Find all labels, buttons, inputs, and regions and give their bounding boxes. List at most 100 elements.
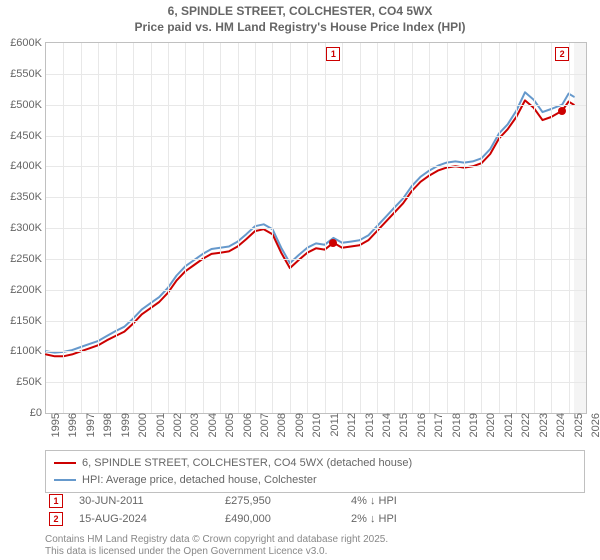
y-axis-label: £50K — [16, 376, 46, 388]
y-axis-label: £100K — [10, 345, 46, 357]
y-axis-label: £400K — [10, 160, 46, 172]
sale-delta: 4% ↓ HPI — [351, 495, 397, 507]
x-axis-label: 2021 — [499, 413, 515, 437]
gridline-v — [412, 43, 413, 413]
x-axis-label: 2009 — [290, 413, 306, 437]
gridline-h — [46, 351, 586, 352]
gridline-v — [203, 43, 204, 413]
sale-marker-dot — [558, 107, 566, 115]
chart-container: { "title": { "line1": "6, SPINDLE STREET… — [0, 0, 600, 560]
legend: 6, SPINDLE STREET, COLCHESTER, CO4 5WX (… — [45, 450, 585, 493]
sale-date: 30-JUN-2011 — [79, 495, 209, 507]
legend-label: 6, SPINDLE STREET, COLCHESTER, CO4 5WX (… — [82, 455, 412, 472]
x-axis-label: 2017 — [429, 413, 445, 437]
gridline-v — [220, 43, 221, 413]
x-axis-label: 2007 — [255, 413, 271, 437]
gridline-v — [133, 43, 134, 413]
x-axis-label: 1998 — [98, 413, 114, 437]
y-axis-label: £500K — [10, 99, 46, 111]
gridline-v — [551, 43, 552, 413]
gridline-h — [46, 197, 586, 198]
x-axis-label: 2006 — [238, 413, 254, 437]
y-axis-label: £600K — [10, 37, 46, 49]
chart-title: 6, SPINDLE STREET, COLCHESTER, CO4 5WX P… — [0, 0, 600, 35]
sale-price: £490,000 — [225, 513, 335, 525]
y-axis-label: £200K — [10, 284, 46, 296]
x-axis-label: 2016 — [412, 413, 428, 437]
legend-swatch — [54, 462, 76, 464]
gridline-h — [46, 382, 586, 383]
x-axis-label: 2019 — [464, 413, 480, 437]
gridline-v — [447, 43, 448, 413]
gridline-v — [394, 43, 395, 413]
sale-delta: 2% ↓ HPI — [351, 513, 397, 525]
sale-marker-label: 1 — [326, 47, 340, 61]
gridline-v — [464, 43, 465, 413]
x-axis-label: 2023 — [534, 413, 550, 437]
sale-number-box: 1 — [49, 494, 63, 508]
sale-marker-label: 2 — [555, 47, 569, 61]
gridline-v — [151, 43, 152, 413]
sale-marker-dot — [329, 239, 337, 247]
gridline-v — [377, 43, 378, 413]
legend-row: 6, SPINDLE STREET, COLCHESTER, CO4 5WX (… — [54, 455, 576, 472]
sale-row: 215-AUG-2024£490,0002% ↓ HPI — [45, 510, 585, 528]
x-axis-label: 1999 — [116, 413, 132, 437]
x-axis-label: 2012 — [342, 413, 358, 437]
x-axis-label: 2013 — [360, 413, 376, 437]
sale-events: 130-JUN-2011£275,9504% ↓ HPI215-AUG-2024… — [45, 492, 585, 528]
x-axis-label: 2002 — [168, 413, 184, 437]
x-axis-label: 1997 — [81, 413, 97, 437]
gridline-h — [46, 74, 586, 75]
gridline-v — [534, 43, 535, 413]
x-axis-label: 2026 — [586, 413, 600, 437]
x-axis-label: 2005 — [220, 413, 236, 437]
gridline-v — [307, 43, 308, 413]
gridline-h — [46, 259, 586, 260]
gridline-v — [81, 43, 82, 413]
sale-price: £275,950 — [225, 495, 335, 507]
x-axis-label: 2003 — [185, 413, 201, 437]
title-address: 6, SPINDLE STREET, COLCHESTER, CO4 5WX — [0, 4, 600, 20]
x-axis-label: 2015 — [394, 413, 410, 437]
y-axis-label: £250K — [10, 253, 46, 265]
x-axis-label: 2020 — [481, 413, 497, 437]
gridline-h — [46, 136, 586, 137]
x-axis-label: 2018 — [447, 413, 463, 437]
gridline-v — [325, 43, 326, 413]
gridline-v — [63, 43, 64, 413]
gridline-v — [481, 43, 482, 413]
sale-row: 1 30-JUN-2011 £275,950 4% ↓ HPI — [45, 492, 585, 510]
x-axis-label: 2001 — [151, 413, 167, 437]
gridline-h — [46, 166, 586, 167]
y-axis-label: £350K — [10, 191, 46, 203]
plot-area: £0£50K£100K£150K£200K£250K£300K£350K£400… — [45, 42, 587, 414]
sale-date: 15-AUG-2024 — [79, 513, 209, 525]
y-axis-label: £450K — [10, 130, 46, 142]
x-axis-label: 2022 — [516, 413, 532, 437]
x-axis-label: 1996 — [63, 413, 79, 437]
gridline-v — [290, 43, 291, 413]
series-hpi — [46, 92, 574, 352]
gridline-h — [46, 228, 586, 229]
y-axis-label: £150K — [10, 315, 46, 327]
gridline-v — [516, 43, 517, 413]
gridline-v — [116, 43, 117, 413]
x-axis-label: 2000 — [133, 413, 149, 437]
y-axis-label: £300K — [10, 222, 46, 234]
x-axis-label: 2011 — [325, 413, 341, 437]
y-axis-label: £0 — [30, 407, 46, 419]
x-axis-label: 2010 — [307, 413, 323, 437]
title-subtitle: Price paid vs. HM Land Registry's House … — [0, 20, 600, 36]
gridline-h — [46, 105, 586, 106]
gridline-v — [98, 43, 99, 413]
x-axis-label: 2008 — [272, 413, 288, 437]
gridline-h — [46, 290, 586, 291]
x-axis-label: 2014 — [377, 413, 393, 437]
legend-swatch — [54, 479, 76, 481]
gridline-v — [360, 43, 361, 413]
x-axis-label: 2004 — [203, 413, 219, 437]
x-axis-label: 2025 — [569, 413, 585, 437]
gridline-v — [342, 43, 343, 413]
gridline-h — [46, 321, 586, 322]
